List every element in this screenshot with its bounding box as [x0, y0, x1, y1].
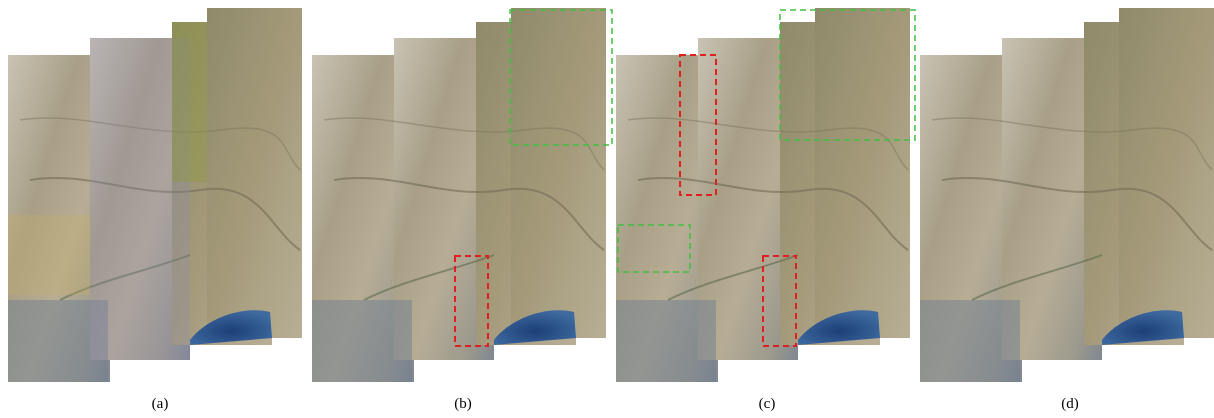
panel-d [920, 8, 1214, 382]
figure: (a) (b) (c) (d) [0, 0, 1214, 418]
caption: (c) [759, 396, 776, 412]
caption: (b) [454, 396, 472, 412]
panel-b [312, 8, 612, 382]
caption: (a) [152, 396, 169, 412]
panel-a [8, 8, 302, 382]
panel-c [616, 8, 915, 382]
caption: (d) [1061, 396, 1079, 412]
